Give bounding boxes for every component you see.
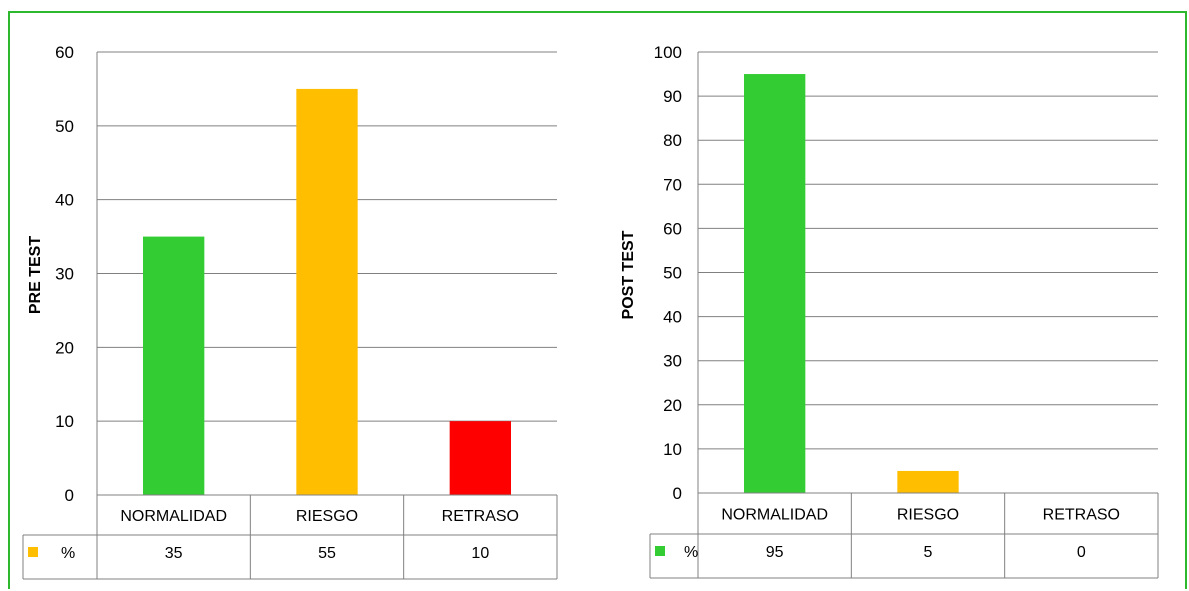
y-tick-label: 60 bbox=[663, 219, 682, 238]
category-label: NORMALIDAD bbox=[120, 508, 227, 525]
bar-riesgo bbox=[296, 88, 358, 496]
y-tick-label: 60 bbox=[55, 43, 74, 62]
y-axis-label: PRE TEST bbox=[27, 236, 44, 314]
data-value-label: 10 bbox=[471, 545, 489, 562]
legend-key bbox=[655, 546, 665, 556]
series-name-label: % bbox=[684, 544, 698, 561]
y-axis-label: POST TEST bbox=[620, 230, 637, 319]
legend-key bbox=[28, 547, 38, 557]
category-label: RIESGO bbox=[296, 508, 358, 525]
figure-frame bbox=[8, 11, 1187, 589]
data-table: NORMALIDAD RIESGO RETRASO% 95 5 0 bbox=[649, 52, 1159, 579]
data-table: NORMALIDAD RIESGO RETRASO% 35 55 10 bbox=[22, 52, 558, 580]
bar-retraso bbox=[449, 421, 511, 495]
y-tick-label: 70 bbox=[663, 175, 682, 194]
data-value-label: 0 bbox=[1077, 544, 1086, 561]
y-tick-label: 90 bbox=[663, 87, 682, 106]
y-tick-label: 20 bbox=[55, 338, 74, 357]
y-tick-label: 30 bbox=[55, 265, 74, 284]
y-tick-label: 0 bbox=[673, 484, 682, 503]
data-value-label: 35 bbox=[165, 545, 183, 562]
category-label: RETRASO bbox=[1043, 507, 1120, 524]
y-tick-label: 50 bbox=[663, 264, 682, 283]
bar-normalidad bbox=[744, 74, 806, 494]
series-name-label: % bbox=[61, 545, 75, 562]
bar-normalidad bbox=[143, 236, 205, 496]
category-label: NORMALIDAD bbox=[721, 507, 828, 524]
y-tick-label: 40 bbox=[55, 191, 74, 210]
y-tick-label: 0 bbox=[65, 486, 74, 505]
y-tick-label: 50 bbox=[55, 117, 74, 136]
data-value-label: 5 bbox=[924, 544, 933, 561]
y-tick-label: 100 bbox=[654, 43, 682, 62]
chart-1: 0 10 20 30 40 50 60 PRE TEST NORMALIDAD RIESGO RET… bbox=[22, 43, 558, 580]
y-tick-label: 80 bbox=[663, 131, 682, 150]
y-tick-label: 10 bbox=[55, 412, 74, 431]
y-tick-label: 10 bbox=[663, 440, 682, 459]
data-value-label: 95 bbox=[766, 544, 784, 561]
y-tick-label: 30 bbox=[663, 352, 682, 371]
category-label: RIESGO bbox=[897, 507, 959, 524]
category-label: RETRASO bbox=[442, 508, 519, 525]
bar-riesgo bbox=[897, 470, 959, 493]
y-tick-label: 20 bbox=[663, 396, 682, 415]
data-value-label: 55 bbox=[318, 545, 336, 562]
y-tick-label: 40 bbox=[663, 308, 682, 327]
